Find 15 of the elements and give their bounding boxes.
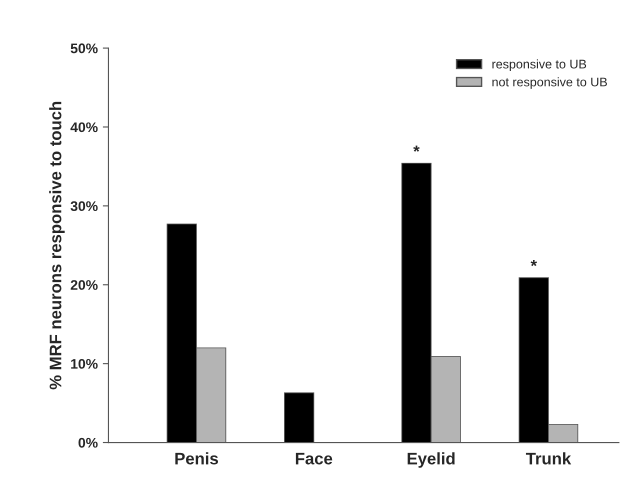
legend-label: responsive to UB: [492, 59, 586, 71]
y-axis-title: % MRF neurons responsive to touch: [49, 102, 65, 390]
y-tick-label: 20%: [70, 280, 98, 290]
annotation: *: [413, 146, 420, 152]
y-tick-label: 0%: [78, 438, 98, 448]
y-tick-label: 10%: [71, 358, 98, 369]
x-tick-label: Eyelid: [408, 452, 455, 468]
y-tick-label: 40%: [70, 122, 98, 132]
legend-label: not responsive to UB: [492, 77, 607, 89]
y-tick-label: 30%: [70, 201, 98, 212]
x-tick-label: Trunk: [526, 452, 572, 464]
annotation: *: [530, 260, 538, 266]
x-tick-label: Penis: [175, 452, 218, 464]
y-tick-label: 50%: [70, 43, 98, 54]
x-tick-label: Face: [296, 452, 332, 464]
